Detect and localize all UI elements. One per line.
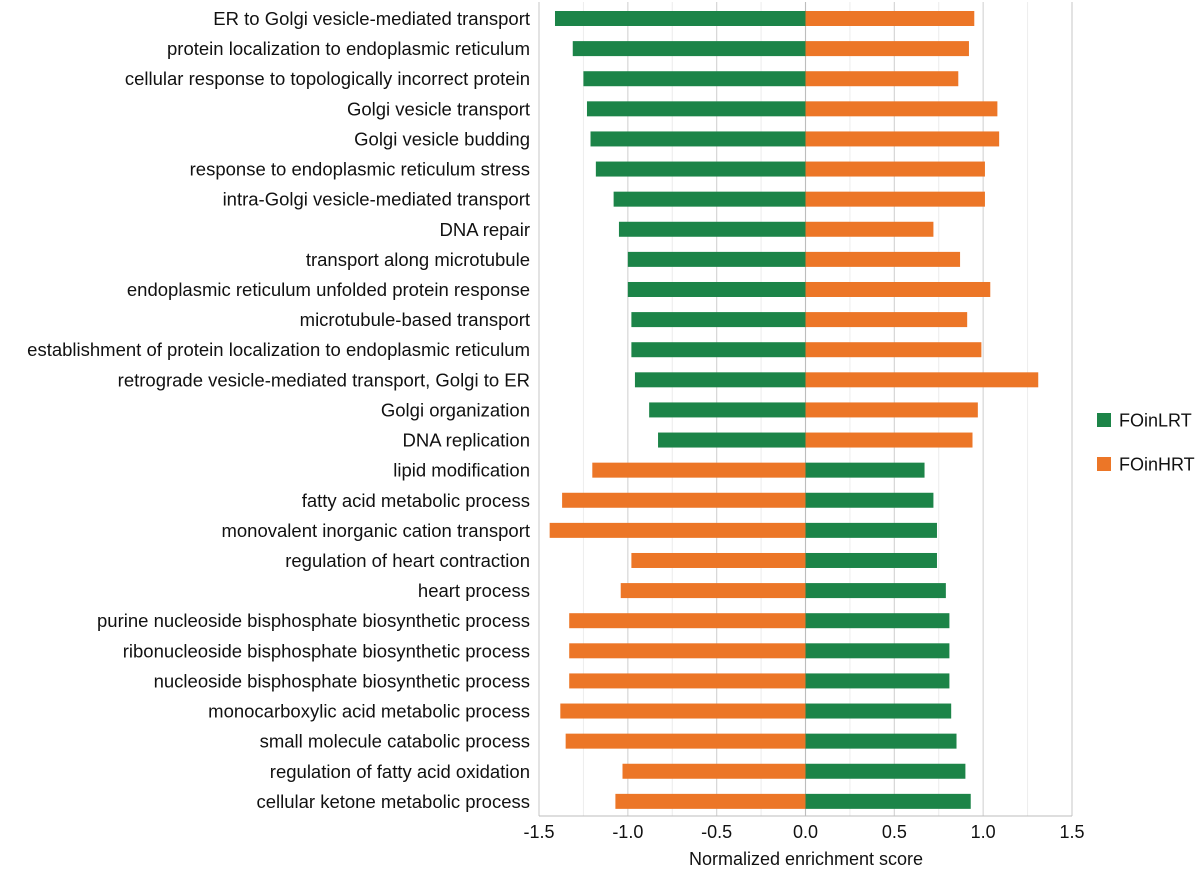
category-label: fatty acid metabolic process [302, 490, 530, 511]
bar-foinlrt [805, 763, 966, 779]
x-tick-label: 1.0 [971, 822, 996, 842]
bar-foinlrt [805, 793, 971, 809]
category-label: endoplasmic reticulum unfolded protein r… [127, 279, 530, 300]
bar-foinhrt [805, 191, 985, 207]
bar-foinhrt [805, 402, 978, 418]
bar-foinhrt [631, 552, 806, 568]
category-label: Golgi organization [381, 399, 530, 420]
bar-foinlrt [805, 703, 952, 719]
bar-foinlrt [805, 613, 950, 629]
x-tick-label: -1.5 [523, 822, 554, 842]
category-label: regulation of heart contraction [285, 550, 530, 571]
bar-foinlrt [805, 522, 937, 538]
bar-foinhrt [805, 432, 973, 448]
bar-foinhrt [805, 372, 1039, 388]
bars [549, 11, 1039, 809]
x-tick-label: 1.5 [1059, 822, 1084, 842]
category-labels: ER to Golgi vesicle-mediated transport pr… [27, 8, 530, 812]
bar-foinlrt [805, 583, 946, 599]
bar-foinhrt [805, 161, 985, 177]
category-label: retrograde vesicle-mediated transport, G… [118, 369, 530, 390]
bar-foinlrt [631, 342, 806, 358]
bar-foinhrt [620, 583, 806, 599]
bar-foinhrt [805, 101, 998, 117]
bar-foinhrt [569, 613, 806, 629]
bar-foinhrt [549, 522, 806, 538]
x-tick-label: -0.5 [701, 822, 732, 842]
category-label: cellular response to topologically incor… [125, 68, 530, 89]
bar-foinhrt [805, 71, 959, 87]
category-label: protein localization to endoplasmic reti… [167, 38, 530, 59]
category-label: regulation of fatty acid oxidation [270, 761, 530, 782]
bar-foinlrt [554, 11, 806, 26]
x-tick-label: 0.0 [793, 822, 818, 842]
category-label: DNA replication [402, 430, 530, 451]
bar-foinlrt [805, 492, 934, 508]
bar-foinlrt [631, 312, 806, 328]
legend: FOinLRT FOinHRT [1097, 411, 1195, 475]
bar-foinhrt [805, 251, 961, 267]
category-label: establishment of protein localization to… [27, 339, 530, 360]
bar-foinhrt [805, 221, 934, 237]
category-label: cellular ketone metabolic process [256, 791, 530, 812]
x-tick-label: 0.5 [882, 822, 907, 842]
x-axis-title: Normalized enrichment score [689, 849, 923, 869]
bar-foinlrt [590, 131, 806, 147]
bar-foinlrt [613, 191, 806, 207]
category-label: lipid modification [393, 460, 530, 481]
bar-foinlrt [586, 101, 806, 117]
bar-foinhrt [562, 492, 806, 508]
bar-foinhrt [592, 462, 806, 478]
bar-foinlrt [595, 161, 806, 177]
bar-foinlrt [649, 402, 806, 418]
bar-foinlrt [627, 251, 806, 267]
category-label: Golgi vesicle budding [354, 128, 530, 149]
bar-foinlrt [627, 281, 806, 297]
legend-label-foinhrt: FOinHRT [1119, 455, 1195, 475]
bar-foinlrt [805, 643, 950, 659]
x-axis-ticks: -1.5 -1.0 -0.5 0.0 0.5 1.0 1.5 [523, 822, 1084, 842]
bar-foinlrt [634, 372, 806, 388]
bar-foinlrt [658, 432, 806, 448]
bar-foinlrt [583, 71, 806, 87]
bar-foinhrt [569, 643, 806, 659]
bar-foinhrt [615, 793, 806, 809]
bar-foinhrt [565, 733, 806, 749]
category-label: purine nucleoside bisphosphate biosynthe… [97, 610, 530, 631]
bar-foinhrt [805, 281, 991, 297]
bar-foinlrt [805, 552, 937, 568]
legend-swatch-foinlrt [1097, 413, 1111, 427]
x-tick-label: -1.0 [612, 822, 643, 842]
bar-foinlrt [805, 673, 950, 689]
category-label: microtubule-based transport [300, 309, 530, 330]
category-label: small molecule catabolic process [260, 731, 530, 752]
bar-foinhrt [622, 763, 806, 779]
category-label: response to endoplasmic reticulum stress [190, 159, 530, 180]
legend-swatch-foinhrt [1097, 457, 1111, 471]
category-label: heart process [418, 580, 530, 601]
bar-foinhrt [805, 312, 968, 328]
bar-foinhrt [560, 703, 806, 719]
category-label: ribonucleoside bisphosphate biosynthetic… [123, 640, 530, 661]
category-label: intra-Golgi vesicle-mediated transport [223, 189, 530, 210]
bar-foinlrt [805, 462, 925, 478]
legend-label-foinlrt: FOinLRT [1119, 411, 1192, 431]
bar-foinhrt [805, 342, 982, 358]
bar-foinlrt [805, 733, 957, 749]
bar-foinlrt [572, 41, 806, 57]
category-label: monovalent inorganic cation transport [221, 520, 530, 541]
category-label: Golgi vesicle transport [347, 98, 530, 119]
bar-foinhrt [569, 673, 806, 689]
category-label: ER to Golgi vesicle-mediated transport [213, 8, 530, 29]
category-label: DNA repair [440, 219, 530, 240]
bar-foinhrt [805, 41, 969, 57]
bar-foinhrt [805, 11, 975, 26]
bar-foinhrt [805, 131, 1000, 147]
category-label: transport along microtubule [306, 249, 530, 270]
category-label: nucleoside bisphosphate biosynthetic pro… [154, 670, 530, 691]
bar-foinlrt [618, 221, 806, 237]
category-label: monocarboxylic acid metabolic process [208, 701, 530, 722]
